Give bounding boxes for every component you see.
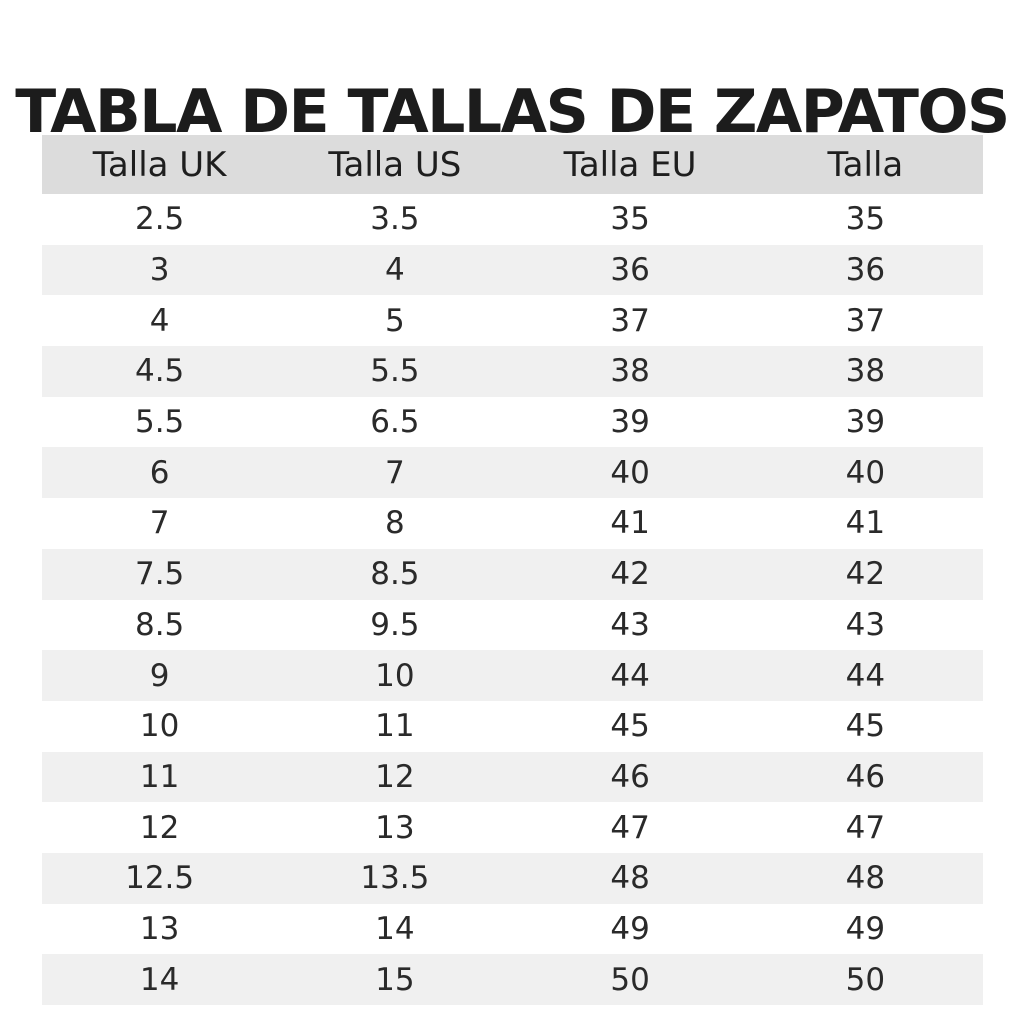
cell-eu: 41 bbox=[512, 498, 748, 549]
cell-eu: 46 bbox=[512, 751, 748, 803]
cell-eu: 35 bbox=[512, 194, 748, 245]
cell-size: 50 bbox=[747, 954, 983, 1005]
cell-uk: 11 bbox=[42, 751, 278, 803]
cell-us: 11 bbox=[277, 700, 513, 752]
column-header-us: Talla US bbox=[277, 135, 513, 194]
cell-size: 40 bbox=[747, 447, 983, 499]
cell-us: 9.5 bbox=[277, 599, 513, 651]
column-header-eu: Talla EU bbox=[512, 135, 748, 194]
column-header-uk: Talla UK bbox=[42, 135, 278, 194]
cell-eu: 40 bbox=[512, 447, 748, 499]
cell-uk: 10 bbox=[42, 700, 278, 752]
cell-us: 4 bbox=[277, 244, 513, 296]
cell-eu: 37 bbox=[512, 295, 748, 347]
column-header-size: Talla bbox=[747, 135, 983, 194]
table-row: 7 8 41 41 bbox=[42, 498, 983, 549]
table-row: 6 7 40 40 bbox=[42, 447, 983, 499]
table-body: 2.5 3.5 35 35 3 4 36 36 4 5 37 37 4.5 5.5 38 38 5.5 6.5 39… bbox=[42, 194, 983, 1005]
cell-size: 49 bbox=[747, 903, 983, 955]
cell-size: 43 bbox=[747, 599, 983, 651]
cell-uk: 9 bbox=[42, 650, 278, 701]
cell-eu: 45 bbox=[512, 700, 748, 752]
table-row: 3 4 36 36 bbox=[42, 244, 983, 296]
cell-eu: 48 bbox=[512, 852, 748, 904]
cell-us: 12 bbox=[277, 751, 513, 803]
cell-size: 41 bbox=[747, 498, 983, 549]
cell-eu: 47 bbox=[512, 802, 748, 853]
table-row: 7.5 8.5 42 42 bbox=[42, 548, 983, 600]
table-row: 14 15 50 50 bbox=[42, 954, 983, 1005]
cell-eu: 39 bbox=[512, 396, 748, 448]
cell-us: 13.5 bbox=[277, 852, 513, 904]
cell-size: 36 bbox=[747, 244, 983, 296]
cell-eu: 42 bbox=[512, 548, 748, 600]
cell-us: 7 bbox=[277, 447, 513, 499]
cell-size: 38 bbox=[747, 346, 983, 397]
cell-us: 3.5 bbox=[277, 194, 513, 245]
cell-uk: 13 bbox=[42, 903, 278, 955]
cell-size: 48 bbox=[747, 852, 983, 904]
cell-size: 46 bbox=[747, 751, 983, 803]
cell-uk: 4.5 bbox=[42, 346, 278, 397]
cell-eu: 50 bbox=[512, 954, 748, 1005]
cell-us: 15 bbox=[277, 954, 513, 1005]
cell-eu: 44 bbox=[512, 650, 748, 701]
cell-eu: 38 bbox=[512, 346, 748, 397]
cell-uk: 12 bbox=[42, 802, 278, 853]
table-row: 4.5 5.5 38 38 bbox=[42, 346, 983, 397]
cell-us: 8.5 bbox=[277, 548, 513, 600]
table-row: 8.5 9.5 43 43 bbox=[42, 599, 983, 651]
cell-uk: 8.5 bbox=[42, 599, 278, 651]
cell-size: 45 bbox=[747, 700, 983, 752]
table-row: 10 11 45 45 bbox=[42, 700, 983, 752]
cell-us: 8 bbox=[277, 498, 513, 549]
cell-us: 6.5 bbox=[277, 396, 513, 448]
cell-uk: 6 bbox=[42, 447, 278, 499]
cell-uk: 5.5 bbox=[42, 396, 278, 448]
cell-size: 44 bbox=[747, 650, 983, 701]
cell-us: 5 bbox=[277, 295, 513, 347]
table-row: 5.5 6.5 39 39 bbox=[42, 396, 983, 448]
table-row: 13 14 49 49 bbox=[42, 903, 983, 955]
cell-eu: 43 bbox=[512, 599, 748, 651]
cell-eu: 36 bbox=[512, 244, 748, 296]
cell-us: 5.5 bbox=[277, 346, 513, 397]
table-row: 2.5 3.5 35 35 bbox=[42, 194, 983, 245]
cell-uk: 14 bbox=[42, 954, 278, 1005]
table-header-row: Talla UK Talla US Talla EU Talla bbox=[42, 135, 983, 194]
table-row: 12.5 13.5 48 48 bbox=[42, 852, 983, 904]
cell-size: 42 bbox=[747, 548, 983, 600]
cell-us: 13 bbox=[277, 802, 513, 853]
cell-us: 10 bbox=[277, 650, 513, 701]
cell-uk: 3 bbox=[42, 244, 278, 296]
cell-size: 35 bbox=[747, 194, 983, 245]
table-row: 12 13 47 47 bbox=[42, 802, 983, 853]
cell-eu: 49 bbox=[512, 903, 748, 955]
cell-uk: 7 bbox=[42, 498, 278, 549]
cell-us: 14 bbox=[277, 903, 513, 955]
cell-uk: 12.5 bbox=[42, 852, 278, 904]
shoe-size-table: Talla UK Talla US Talla EU Talla 2.5 3.5 3… bbox=[42, 135, 983, 1005]
table-row: 11 12 46 46 bbox=[42, 751, 983, 803]
cell-uk: 4 bbox=[42, 295, 278, 347]
table-row: 4 5 37 37 bbox=[42, 295, 983, 347]
cell-uk: 7.5 bbox=[42, 548, 278, 600]
cell-uk: 2.5 bbox=[42, 194, 278, 245]
cell-size: 47 bbox=[747, 802, 983, 853]
cell-size: 39 bbox=[747, 396, 983, 448]
cell-size: 37 bbox=[747, 295, 983, 347]
table-row: 9 10 44 44 bbox=[42, 650, 983, 701]
